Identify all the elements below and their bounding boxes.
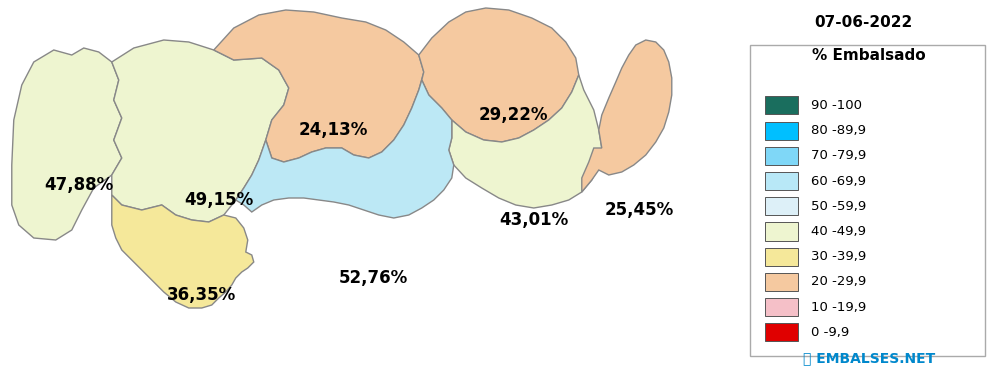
Polygon shape	[582, 40, 672, 192]
Text: 10 -19,9: 10 -19,9	[811, 301, 866, 314]
FancyBboxPatch shape	[765, 223, 798, 240]
Text: 50 -59,9: 50 -59,9	[811, 200, 866, 213]
Text: 20 -29,9: 20 -29,9	[811, 275, 866, 289]
Text: % Embalsado: % Embalsado	[812, 48, 926, 63]
Polygon shape	[12, 48, 122, 240]
Polygon shape	[448, 75, 602, 208]
Polygon shape	[236, 80, 453, 218]
Text: 0 -9,9: 0 -9,9	[811, 326, 849, 339]
Polygon shape	[419, 8, 579, 142]
FancyBboxPatch shape	[765, 96, 798, 114]
Text: 60 -69,9: 60 -69,9	[811, 174, 866, 188]
Text: 52,76%: 52,76%	[340, 269, 409, 287]
Text: 43,01%: 43,01%	[499, 211, 568, 229]
Polygon shape	[112, 195, 253, 308]
Polygon shape	[112, 40, 289, 222]
Text: 30 -39,9: 30 -39,9	[811, 250, 866, 263]
FancyBboxPatch shape	[765, 273, 798, 291]
Text: 25,45%: 25,45%	[604, 201, 673, 219]
Text: 90 -100: 90 -100	[811, 99, 861, 112]
Text: 29,22%: 29,22%	[479, 106, 548, 124]
Text: 70 -79,9: 70 -79,9	[811, 149, 866, 162]
FancyBboxPatch shape	[765, 122, 798, 139]
FancyBboxPatch shape	[765, 147, 798, 165]
FancyBboxPatch shape	[765, 324, 798, 341]
Text: 40 -49,9: 40 -49,9	[811, 225, 866, 238]
Text: 47,88%: 47,88%	[45, 176, 114, 194]
FancyBboxPatch shape	[765, 172, 798, 190]
Text: 07-06-2022: 07-06-2022	[815, 15, 913, 30]
Text: 49,15%: 49,15%	[184, 191, 253, 209]
FancyBboxPatch shape	[765, 197, 798, 215]
Text: 💧 EMBALSES.NET: 💧 EMBALSES.NET	[803, 351, 935, 365]
Text: 24,13%: 24,13%	[299, 121, 368, 139]
FancyBboxPatch shape	[765, 298, 798, 316]
Text: 80 -89,9: 80 -89,9	[811, 124, 866, 137]
FancyBboxPatch shape	[765, 248, 798, 266]
Text: 36,35%: 36,35%	[167, 286, 237, 304]
Polygon shape	[214, 10, 424, 162]
FancyBboxPatch shape	[750, 45, 985, 356]
